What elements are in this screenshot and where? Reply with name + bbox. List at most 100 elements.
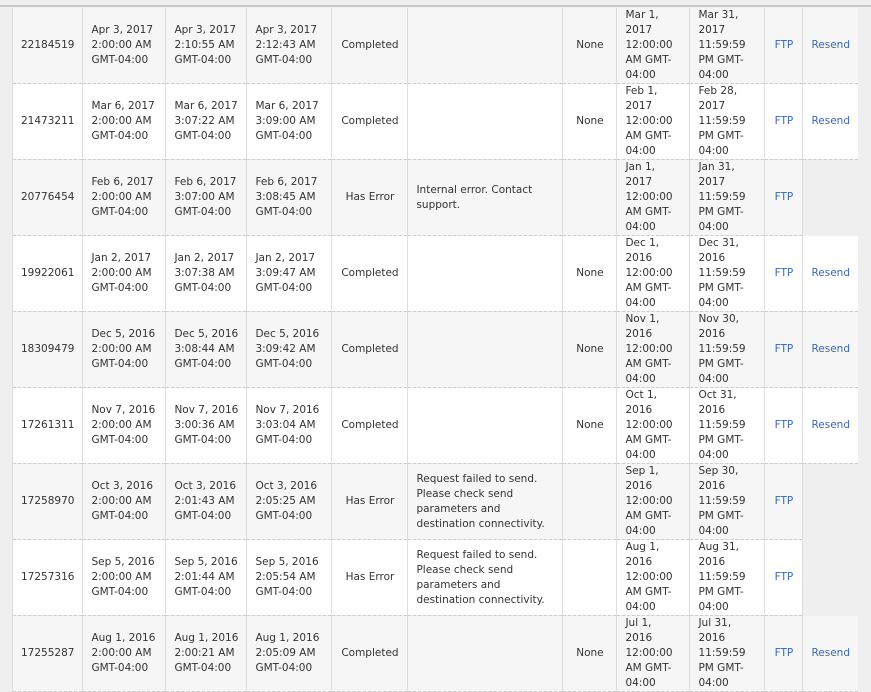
- ftp-link[interactable]: FTP: [774, 647, 794, 659]
- ftp-link[interactable]: FTP: [774, 267, 794, 279]
- scheduled-time-cell: Nov 7, 2016 2:00:00 AM GMT-04:00: [82, 387, 166, 464]
- table-row: 18309479 Dec 5, 2016 2:00:00 AM GMT-04:00 De…: [11, 311, 858, 388]
- action-cell: Resend: [802, 311, 858, 388]
- range-end-cell: Mar 31, 2017 11:59:59 PM GMT-04:00: [689, 8, 765, 84]
- table-row: 19922061 Jan 2, 2017 2:00:00 AM GMT-04:00 Ja…: [11, 235, 858, 312]
- started-time-cell: Apr 3, 2017 2:10:55 AM GMT-04:00: [165, 8, 247, 84]
- job-id-cell: 21473211: [11, 83, 83, 160]
- job-id-cell: 17261311: [11, 387, 83, 464]
- status-cell: Completed: [331, 615, 408, 692]
- job-id-cell: 22184519: [11, 8, 83, 84]
- table-row: 22184519 Apr 3, 2017 2:00:00 AM GMT-04:00 Ap…: [11, 8, 858, 84]
- job-id-cell: 19922061: [11, 235, 83, 312]
- completed-time-cell: Nov 7, 2016 3:03:04 AM GMT-04:00: [246, 387, 332, 464]
- scheduled-time-cell: Jan 2, 2017 2:00:00 AM GMT-04:00: [82, 235, 166, 312]
- table-row: 17257316 Sep 5, 2016 2:00:00 AM GMT-04:00 Se…: [11, 539, 858, 616]
- ftp-link[interactable]: FTP: [774, 115, 794, 127]
- message-cell: [407, 311, 563, 388]
- other-cell: None: [562, 311, 617, 388]
- range-start-cell: Aug 1, 2016 12:00:00 AM GMT-04:00: [616, 539, 690, 616]
- range-end-cell: Dec 31, 2016 11:59:59 PM GMT-04:00: [689, 235, 765, 312]
- status-cell: Completed: [331, 311, 408, 388]
- job-id-cell: 17257316: [11, 539, 83, 616]
- message-cell: Request failed to send. Please check sen…: [407, 463, 563, 540]
- ftp-link[interactable]: FTP: [774, 191, 794, 203]
- ftp-link[interactable]: FTP: [774, 419, 794, 431]
- job-id-cell: 18309479: [11, 311, 83, 388]
- status-cell: Has Error: [331, 159, 408, 236]
- table-row: 17255287 Aug 1, 2016 2:00:00 AM GMT-04:00 Au…: [11, 615, 858, 692]
- ftp-link[interactable]: FTP: [774, 343, 794, 355]
- scheduled-time-cell: Sep 5, 2016 2:00:00 AM GMT-04:00: [82, 539, 166, 616]
- job-id-cell: 17258970: [11, 463, 83, 540]
- delivery-cell: FTP: [764, 463, 803, 540]
- action-cell: Resend: [802, 387, 858, 464]
- resend-link[interactable]: Resend: [811, 39, 850, 51]
- completed-time-cell: Jan 2, 2017 3:09:47 AM GMT-04:00: [246, 235, 332, 312]
- message-cell: [407, 235, 563, 312]
- range-end-cell: Jul 31, 2016 11:59:59 PM GMT-04:00: [689, 615, 765, 692]
- started-time-cell: Mar 6, 2017 3:07:22 AM GMT-04:00: [165, 83, 247, 160]
- delivery-cell: FTP: [764, 539, 803, 616]
- status-cell: Completed: [331, 387, 408, 464]
- delivery-cell: FTP: [764, 615, 803, 692]
- completed-time-cell: Oct 3, 2016 2:05:25 AM GMT-04:00: [246, 463, 332, 540]
- status-cell: Has Error: [331, 539, 408, 616]
- table-row: 17261311 Nov 7, 2016 2:00:00 AM GMT-04:00 No…: [11, 387, 858, 464]
- resend-link[interactable]: Resend: [811, 115, 850, 127]
- resend-link[interactable]: Resend: [811, 646, 850, 659]
- ftp-link[interactable]: FTP: [774, 39, 794, 51]
- range-start-cell: Jan 1, 2017 12:00:00 AM GMT-04:00: [616, 159, 690, 236]
- table-row: 20776454 Feb 6, 2017 2:00:00 AM GMT-04:00 Fe…: [11, 159, 858, 236]
- range-start-cell: Jul 1, 2016 12:00:00 AM GMT-04:00: [616, 615, 690, 692]
- range-start-cell: Nov 1, 2016 12:00:00 AM GMT-04:00: [616, 311, 690, 388]
- delivery-cell: FTP: [764, 159, 803, 236]
- table-row: 21473211 Mar 6, 2017 2:00:00 AM GMT-04:00 Ma…: [11, 83, 858, 160]
- range-start-cell: Sep 1, 2016 12:00:00 AM GMT-04:00: [616, 463, 690, 540]
- message-cell: [407, 387, 563, 464]
- message-cell: [407, 8, 563, 84]
- range-start-cell: Oct 1, 2016 12:00:00 AM GMT-04:00: [616, 387, 690, 464]
- ftp-link[interactable]: FTP: [774, 571, 794, 583]
- scheduled-time-cell: Mar 6, 2017 2:00:00 AM GMT-04:00: [82, 83, 166, 160]
- started-time-cell: Feb 6, 2017 3:07:00 AM GMT-04:00: [165, 159, 247, 236]
- status-cell: Has Error: [331, 463, 408, 540]
- range-end-cell: Oct 31, 2016 11:59:59 PM GMT-04:00: [689, 387, 765, 464]
- range-end-cell: Jan 31, 2017 11:59:59 PM GMT-04:00: [689, 159, 765, 236]
- report-history-table: 22184519 Apr 3, 2017 2:00:00 AM GMT-04:00 Ap…: [11, 8, 858, 692]
- action-cell: [802, 463, 858, 540]
- table-row: 17258970 Oct 3, 2016 2:00:00 AM GMT-04:00 Oc…: [11, 463, 858, 540]
- started-time-cell: Jan 2, 2017 3:07:38 AM GMT-04:00: [165, 235, 247, 312]
- resend-link[interactable]: Resend: [811, 419, 850, 431]
- completed-time-cell: Mar 6, 2017 3:09:00 AM GMT-04:00: [246, 83, 332, 160]
- ftp-link[interactable]: FTP: [774, 495, 794, 507]
- delivery-cell: FTP: [764, 235, 803, 312]
- action-cell: [802, 539, 858, 616]
- delivery-cell: FTP: [764, 387, 803, 464]
- completed-time-cell: Feb 6, 2017 3:08:45 AM GMT-04:00: [246, 159, 332, 236]
- message-cell: [407, 83, 563, 160]
- scheduled-time-cell: Dec 5, 2016 2:00:00 AM GMT-04:00: [82, 311, 166, 388]
- job-id-cell: 17255287: [11, 615, 83, 692]
- range-end-cell: Aug 31, 2016 11:59:59 PM GMT-04:00: [689, 539, 765, 616]
- started-time-cell: Aug 1, 2016 2:00:21 AM GMT-04:00: [165, 615, 247, 692]
- other-cell: [562, 463, 617, 540]
- delivery-cell: FTP: [764, 311, 803, 388]
- resend-link[interactable]: Resend: [811, 266, 850, 279]
- range-end-cell: Nov 30, 2016 11:59:59 PM GMT-04:00: [689, 311, 765, 388]
- status-cell: Completed: [331, 83, 408, 160]
- action-cell: Resend: [802, 83, 858, 160]
- message-cell: [407, 615, 563, 692]
- action-cell: Resend: [802, 8, 858, 84]
- started-time-cell: Nov 7, 2016 3:00:36 AM GMT-04:00: [165, 387, 247, 464]
- range-start-cell: Dec 1, 2016 12:00:00 AM GMT-04:00: [616, 235, 690, 312]
- action-cell: Resend: [802, 615, 858, 692]
- started-time-cell: Dec 5, 2016 3:08:44 AM GMT-04:00: [165, 311, 247, 388]
- resend-link[interactable]: Resend: [811, 343, 850, 355]
- message-cell: Request failed to send. Please check sen…: [407, 539, 563, 616]
- delivery-cell: FTP: [764, 83, 803, 160]
- range-end-cell: Feb 28, 2017 11:59:59 PM GMT-04:00: [689, 83, 765, 160]
- other-cell: None: [562, 8, 617, 84]
- other-cell: [562, 159, 617, 236]
- status-cell: Completed: [331, 8, 408, 84]
